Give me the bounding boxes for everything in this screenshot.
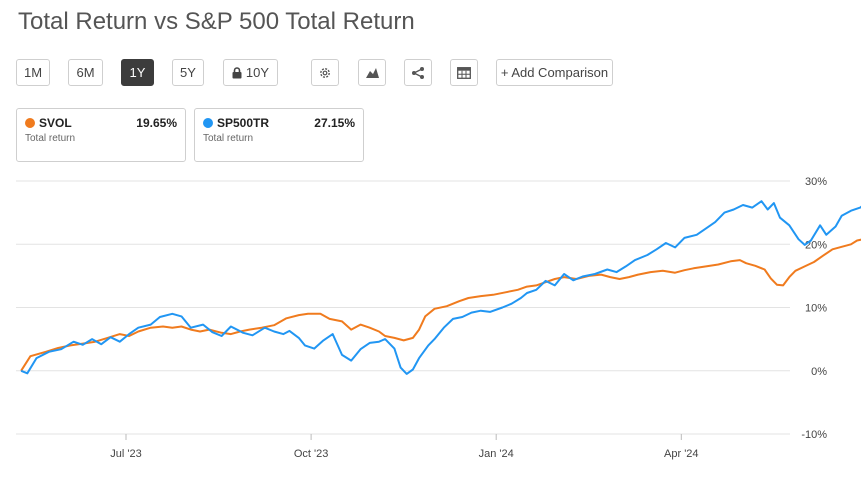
- legend-value: 27.15%: [314, 116, 355, 130]
- series-line-sp500tr: [20, 200, 861, 375]
- gear-icon: [318, 66, 332, 80]
- period-label: 5Y: [180, 65, 196, 80]
- page-title: Total Return vs S&P 500 Total Return: [18, 8, 415, 35]
- legend-card-sp500tr[interactable]: SP500TR 27.15% Total return: [194, 108, 364, 162]
- series-color-dot: [203, 118, 213, 128]
- x-tick-label: Oct '23: [294, 448, 329, 460]
- x-tick-label: Apr '24: [664, 448, 699, 460]
- mountain-chart-icon: [365, 66, 380, 79]
- period-label: 10Y: [245, 65, 270, 80]
- y-tick-label: 10%: [805, 303, 827, 315]
- x-tick-label: Jan '24: [479, 448, 514, 460]
- legend-sub: Total return: [25, 133, 76, 144]
- y-tick-label: -10%: [801, 429, 827, 441]
- chart-type-button[interactable]: [358, 59, 386, 86]
- legend-symbol: SP500TR: [217, 116, 270, 130]
- x-tick-label: Jul '23: [110, 448, 141, 460]
- add-comparison-label: + Add Comparison: [500, 65, 609, 80]
- line-chart[interactable]: 30% 20% 10% 0% -10% Jul '23 Oct '23 Jan '24 Apr …: [0, 165, 861, 480]
- legend-sub: Total return: [203, 133, 254, 144]
- table-button[interactable]: [450, 59, 478, 86]
- series-line-svol: [20, 238, 861, 372]
- period-1y-button[interactable]: 1Y: [121, 59, 154, 86]
- add-comparison-button[interactable]: + Add Comparison: [496, 59, 613, 86]
- legend-card-svol[interactable]: SVOL 19.65% Total return: [16, 108, 186, 162]
- period-label: 1Y: [129, 65, 146, 80]
- period-label: 6M: [76, 65, 95, 80]
- legend-value: 19.65%: [136, 116, 177, 130]
- table-icon: [457, 66, 471, 79]
- legend-symbol: SVOL: [39, 116, 72, 130]
- share-icon: [411, 66, 425, 80]
- y-tick-label: 20%: [805, 239, 827, 251]
- settings-button[interactable]: [311, 59, 339, 86]
- period-10y-button[interactable]: 10Y: [223, 59, 278, 86]
- y-tick-label: 0%: [811, 366, 827, 378]
- y-tick-label: 30%: [805, 176, 827, 188]
- period-6m-button[interactable]: 6M: [68, 59, 103, 86]
- series-color-dot: [25, 118, 35, 128]
- period-label: 1M: [23, 65, 43, 80]
- lock-icon: [232, 66, 242, 79]
- period-1m-button[interactable]: 1M: [16, 59, 50, 86]
- period-5y-button[interactable]: 5Y: [172, 59, 204, 86]
- share-button[interactable]: [404, 59, 432, 86]
